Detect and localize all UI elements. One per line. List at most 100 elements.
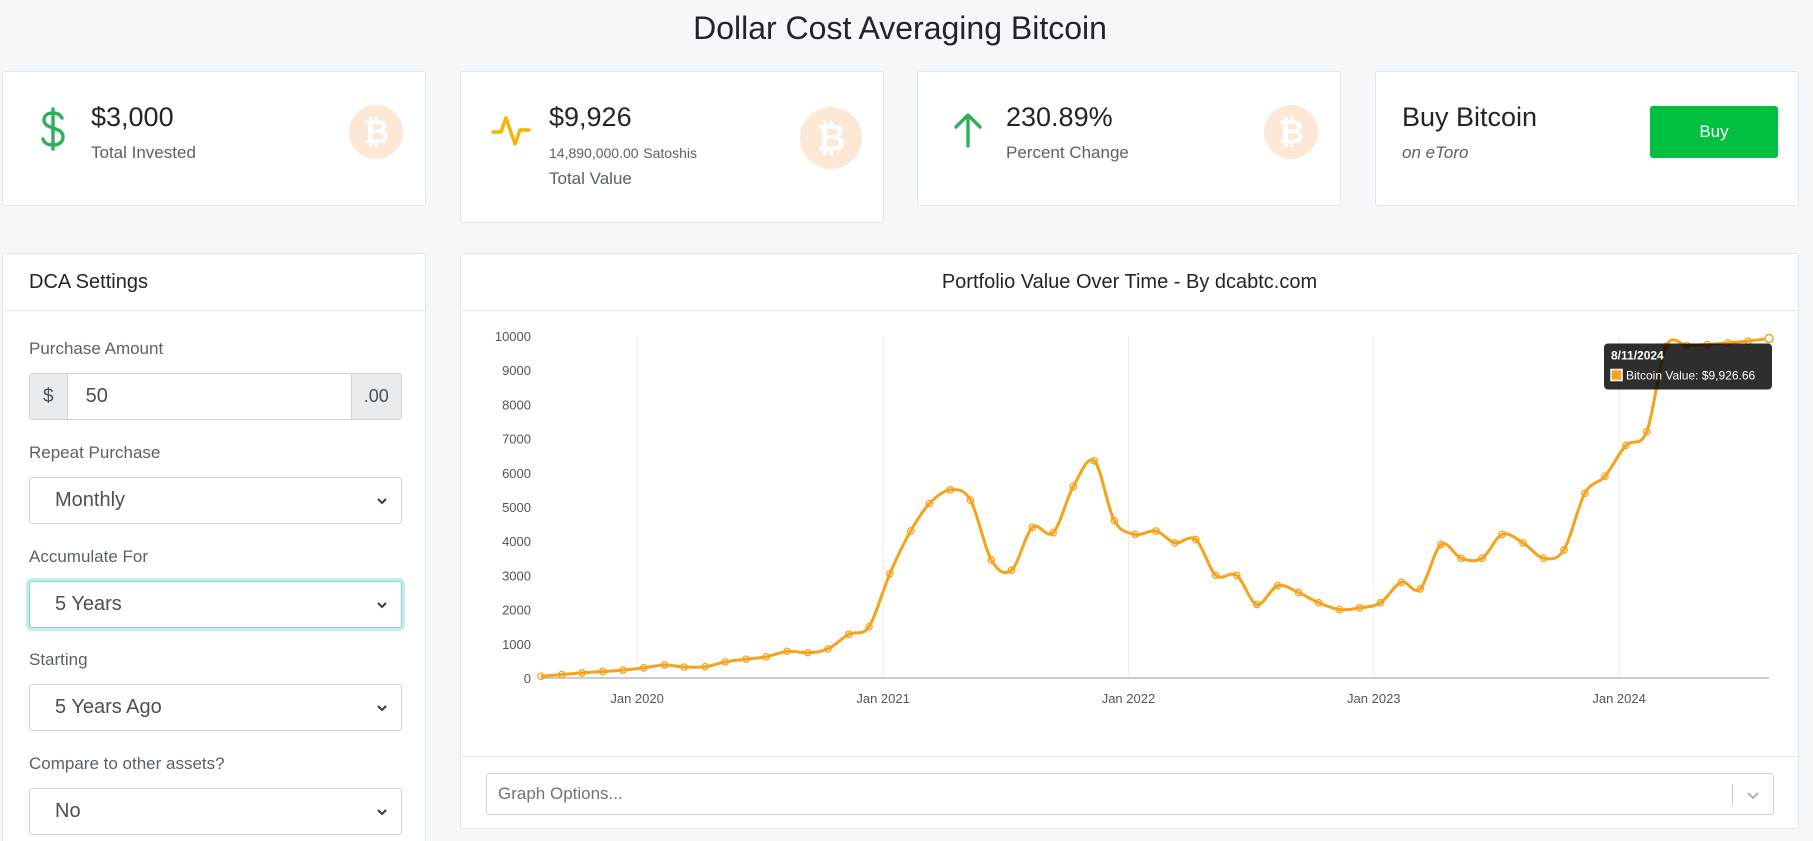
total-invested-card: $3,000 Total Invested ₿ — [2, 71, 426, 206]
x-tick-label: Jan 2021 — [856, 691, 910, 706]
data-point — [619, 666, 627, 674]
total-invested-label: Total Invested — [91, 143, 196, 162]
data-point — [1539, 554, 1548, 563]
data-point — [660, 661, 669, 669]
data-point — [1273, 581, 1282, 590]
data-point — [1457, 554, 1466, 563]
data-point — [1294, 588, 1303, 597]
satoshis-value: 14,890,000.00 — [549, 145, 639, 161]
y-tick-label: 0 — [524, 671, 531, 686]
chevron-down-icon — [377, 705, 387, 712]
total-value-value: $9,926 — [549, 102, 632, 132]
compare-assets-select[interactable]: No — [29, 788, 402, 835]
data-point — [1642, 427, 1651, 436]
bitcoin-icon: ₿ — [1264, 105, 1318, 159]
compare-assets-label: Compare to other assets? — [29, 754, 225, 773]
data-point — [783, 647, 791, 656]
data-point — [1049, 528, 1058, 537]
data-point — [1519, 539, 1527, 547]
data-point — [537, 672, 545, 681]
data-point — [1170, 539, 1179, 547]
y-tick-label: 7000 — [502, 432, 531, 447]
data-point — [1110, 516, 1119, 525]
data-point — [639, 663, 648, 672]
repeat-purchase-label: Repeat Purchase — [29, 443, 161, 462]
purchase-amount-input[interactable] — [67, 374, 351, 419]
data-point — [1314, 598, 1323, 607]
total-invested-value: $3,000 — [91, 102, 174, 132]
data-point — [1498, 530, 1507, 539]
data-point — [598, 667, 607, 676]
svg-text:₿: ₿ — [363, 113, 389, 151]
accumulate-for-value: 5 Years — [55, 593, 122, 615]
cents-suffix: .00 — [350, 374, 401, 419]
buy-button[interactable]: Buy — [1650, 106, 1778, 158]
chevron-down-icon — [377, 602, 387, 609]
data-point — [1621, 441, 1630, 450]
tooltip-date: 8/11/2024 — [1611, 349, 1664, 363]
bitcoin-icon: ₿ — [349, 105, 403, 159]
data-point — [578, 669, 586, 677]
chart-title: Portfolio Value Over Time - By dcabtc.co… — [461, 254, 1798, 311]
series-line-bitcoin-value — [540, 337, 1770, 678]
data-point — [946, 486, 955, 494]
x-tick-label: Jan 2024 — [1592, 691, 1646, 706]
arrow-up-icon — [954, 113, 982, 148]
portfolio-chart-panel: Portfolio Value Over Time - By dcabtc.co… — [460, 253, 1799, 829]
graph-options-area: Graph Options... — [461, 756, 1798, 830]
y-tick-label: 2000 — [502, 603, 531, 618]
data-point — [925, 499, 934, 508]
x-tick-label: Jan 2023 — [1347, 691, 1401, 706]
purchase-amount-group: $ .00 — [29, 373, 402, 420]
tooltip-box — [1604, 343, 1772, 390]
data-point — [865, 622, 873, 631]
y-tick-label: 10000 — [495, 329, 531, 344]
data-point — [1416, 585, 1425, 593]
tooltip-swatch — [1610, 368, 1623, 382]
data-point — [1232, 571, 1241, 580]
y-tick-label: 9000 — [502, 363, 531, 378]
percent-change-value: 230.89% — [1006, 102, 1113, 132]
data-point — [721, 658, 730, 666]
total-value-label: Total Value — [549, 169, 632, 188]
accumulate-for-select[interactable]: 5 Years — [29, 581, 402, 628]
data-point — [1131, 530, 1140, 539]
buy-bitcoin-card: Buy Bitcoin on eToro Buy — [1375, 71, 1799, 206]
repeat-purchase-value: Monthly — [55, 489, 126, 511]
page-title: Dollar Cost Averaging Bitcoin — [693, 10, 1107, 46]
percent-change-card: 230.89% Percent Change ₿ — [917, 71, 1341, 206]
chevron-down-icon — [377, 809, 387, 816]
data-point — [844, 630, 853, 639]
chevron-down-icon — [1747, 792, 1759, 800]
satoshis-readout: 14,890,000.00 Satoshis — [549, 143, 697, 163]
chevron-down-icon — [377, 498, 387, 505]
repeat-purchase-select[interactable]: Monthly — [29, 477, 402, 524]
data-point — [762, 652, 771, 661]
buy-bitcoin-title: Buy Bitcoin — [1402, 102, 1538, 132]
data-point — [1335, 605, 1344, 614]
data-point — [1437, 540, 1445, 549]
graph-options-placeholder: Graph Options... — [498, 784, 623, 803]
starting-select[interactable]: 5 Years Ago — [29, 684, 402, 731]
starting-value: 5 Years Ago — [55, 696, 162, 718]
dca-settings-title: DCA Settings — [3, 254, 425, 311]
data-point — [1152, 527, 1160, 535]
x-tick-label: Jan 2022 — [1102, 691, 1156, 706]
buy-bitcoin-subtitle: on eToro — [1402, 143, 1469, 162]
y-tick-label: 4000 — [502, 534, 531, 549]
graph-options-select[interactable]: Graph Options... — [486, 773, 1774, 815]
data-point — [824, 645, 832, 653]
y-tick-label: 5000 — [502, 500, 531, 515]
portfolio-chart[interactable]: Jan 2020 Jan 2021 Jan 2022 Jan 2023 Jan 2024… — [461, 312, 1798, 752]
data-point — [987, 556, 996, 564]
data-point — [742, 655, 750, 664]
data-point — [885, 569, 894, 578]
svg-text:₿: ₿ — [816, 117, 846, 160]
data-point — [1601, 472, 1609, 481]
data-point — [1478, 554, 1486, 563]
bitcoin-icon: ₿ — [800, 107, 862, 169]
data-point — [1580, 489, 1589, 498]
currency-prefix: $ — [30, 374, 68, 419]
data-point — [1560, 545, 1568, 554]
select-separator — [1732, 784, 1733, 806]
